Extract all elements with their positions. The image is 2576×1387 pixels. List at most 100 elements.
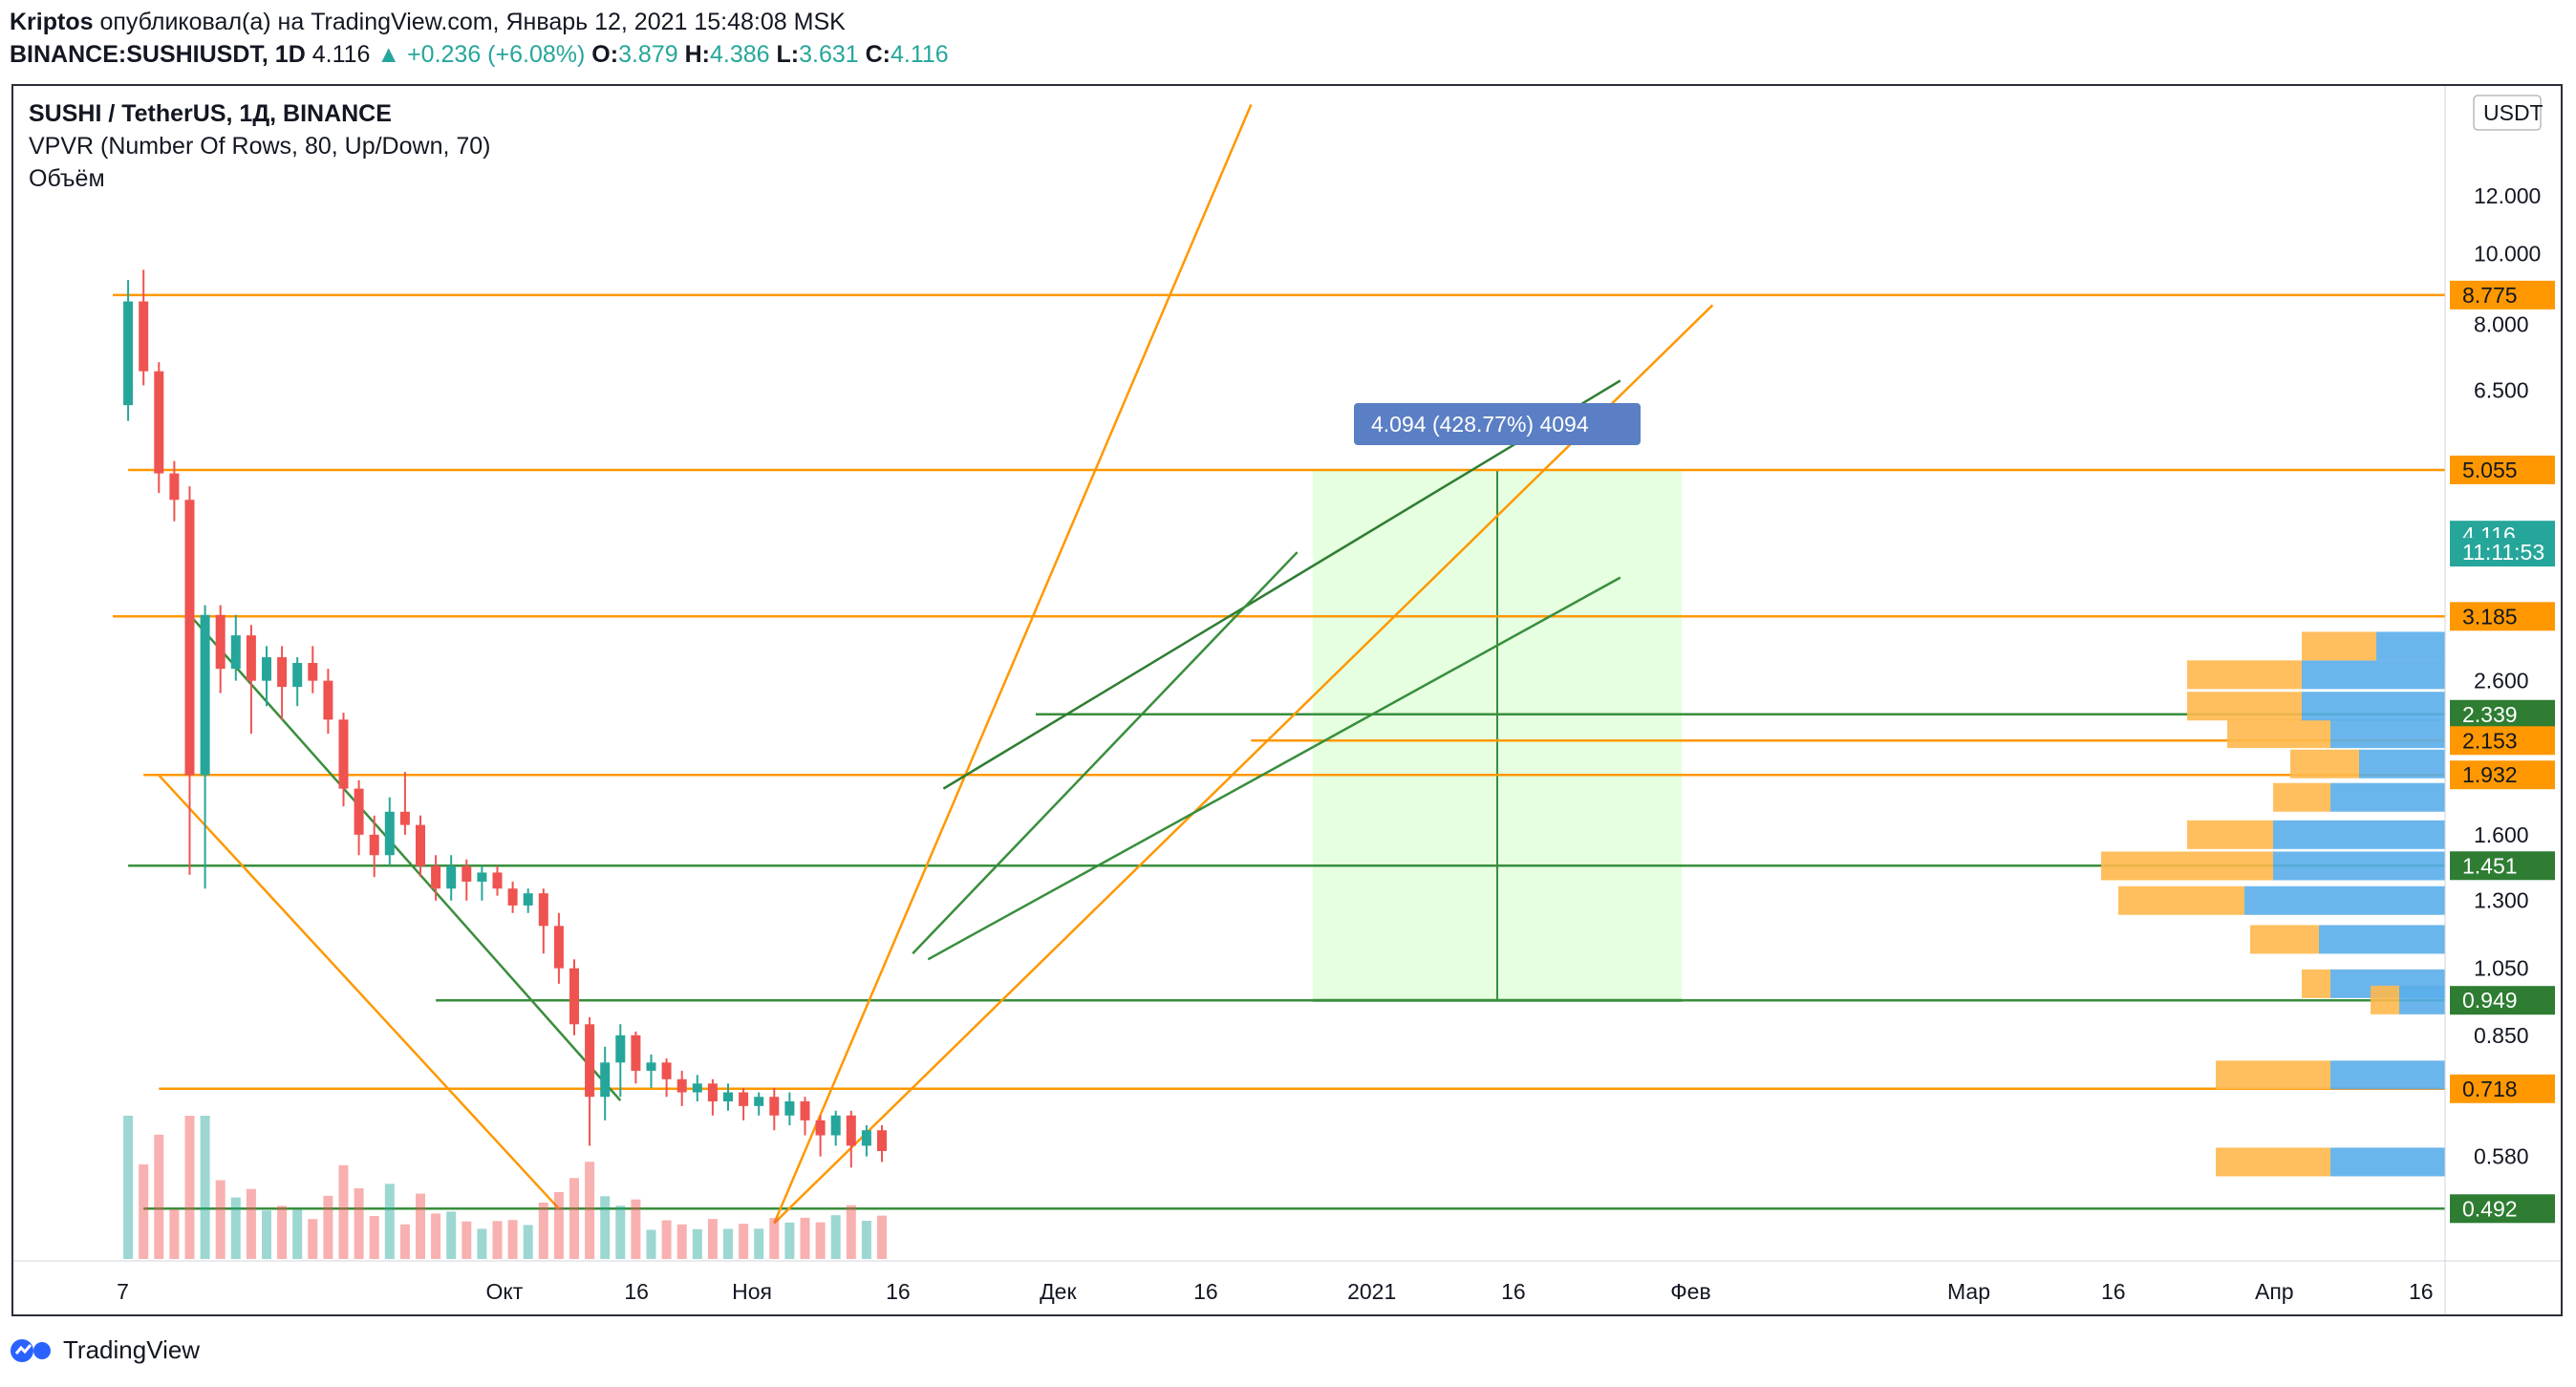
high-label: H: bbox=[684, 41, 710, 68]
candle-body bbox=[384, 811, 395, 856]
trend-line bbox=[912, 551, 1299, 955]
vpvr-bar bbox=[2302, 969, 2330, 998]
y-tick-label: 10.000 bbox=[2474, 241, 2541, 266]
candle-body bbox=[723, 1092, 733, 1102]
brand-name: TradingView bbox=[63, 1335, 201, 1364]
y-tick-label: 1.300 bbox=[2474, 888, 2529, 913]
vpvr-bar bbox=[2330, 1147, 2445, 1177]
price-tag-label: 8.775 bbox=[2462, 283, 2518, 308]
candle-body bbox=[600, 1062, 611, 1098]
price-tag bbox=[2450, 726, 2555, 756]
volume-bar bbox=[123, 1116, 134, 1259]
chart-frame[interactable]: 12.000 10.000 8.000 6.500 2.600 1.600 1.300 1.0… bbox=[11, 84, 2563, 1316]
price-tag bbox=[2450, 851, 2555, 881]
measure-tooltip bbox=[1354, 402, 1641, 445]
vpvr-bar bbox=[2216, 1147, 2330, 1177]
candle-body bbox=[661, 1062, 672, 1079]
candle-body bbox=[262, 657, 271, 681]
volume-bar bbox=[446, 1211, 457, 1259]
volume-bar bbox=[830, 1215, 841, 1259]
trend-line bbox=[188, 613, 622, 1101]
candle-body bbox=[676, 1078, 687, 1093]
volume-bar bbox=[338, 1164, 349, 1259]
candle-body bbox=[200, 614, 210, 776]
candle-body bbox=[615, 1035, 626, 1063]
author-name[interactable]: Kriptos bbox=[10, 9, 94, 35]
last-price: 4.116 bbox=[311, 41, 371, 68]
candle-body bbox=[646, 1062, 656, 1071]
candle-body bbox=[431, 865, 441, 889]
price-tag-label: 0.949 bbox=[2462, 988, 2518, 1013]
published-text: опубликовал(а) на TradingView.com, Январ… bbox=[99, 9, 846, 35]
volume-bar bbox=[139, 1163, 149, 1259]
price-tag bbox=[2450, 1074, 2555, 1103]
candle-body bbox=[692, 1083, 702, 1093]
currency-label: USDT bbox=[2483, 100, 2544, 125]
symbol-label[interactable]: BINANCE:SUSHIUSDT, 1D bbox=[10, 41, 306, 68]
volume-bar bbox=[769, 1218, 780, 1259]
volume-bar bbox=[846, 1205, 856, 1259]
candle-body bbox=[292, 663, 303, 688]
candle-body bbox=[861, 1130, 871, 1146]
y-tick-label: 8.000 bbox=[2474, 312, 2529, 337]
volume-bar bbox=[215, 1180, 225, 1259]
tradingview-logo-icon bbox=[11, 1338, 51, 1362]
trend-line bbox=[927, 576, 1621, 961]
candle-body bbox=[877, 1130, 887, 1151]
y-tick-label: 2.600 bbox=[2474, 669, 2529, 694]
price-tag bbox=[2450, 1194, 2555, 1224]
candle-body bbox=[830, 1115, 841, 1136]
volume-bar bbox=[707, 1219, 718, 1259]
vpvr-bar bbox=[2371, 985, 2399, 1014]
vpvr-bar bbox=[2101, 851, 2273, 881]
legend-vpvr[interactable]: VPVR (Number Of Rows, 80, Up/Down, 70) bbox=[29, 133, 491, 160]
x-tick-label: Ноя bbox=[732, 1279, 772, 1304]
vpvr-bar bbox=[2319, 925, 2445, 954]
candle-body bbox=[215, 614, 225, 670]
volume-bar bbox=[739, 1224, 749, 1259]
volume-bar bbox=[323, 1195, 333, 1259]
volume-bar bbox=[585, 1162, 595, 1259]
volume-bar bbox=[553, 1192, 564, 1259]
trend-line bbox=[773, 304, 1714, 1225]
x-tick-label: 16 bbox=[624, 1279, 649, 1304]
candle-body bbox=[399, 811, 410, 825]
y-tick-label: 6.500 bbox=[2474, 377, 2529, 402]
volume-bar bbox=[369, 1216, 379, 1259]
volume-bar bbox=[354, 1187, 364, 1259]
candle-body bbox=[323, 680, 333, 720]
vpvr-bar bbox=[2273, 820, 2445, 849]
vpvr-bar bbox=[2376, 631, 2445, 661]
candle-body bbox=[369, 834, 379, 856]
low-label: L: bbox=[776, 41, 800, 68]
volume-bar bbox=[200, 1116, 210, 1259]
volume-bar bbox=[262, 1210, 271, 1259]
price-change: ▲ +0.236 (+6.08%) bbox=[376, 41, 586, 68]
volume-bar bbox=[477, 1228, 487, 1259]
volume-bar bbox=[416, 1193, 425, 1259]
open-label: O: bbox=[591, 41, 619, 68]
vpvr-bar bbox=[2273, 782, 2330, 812]
candle-body bbox=[538, 893, 548, 927]
volume-bar bbox=[877, 1215, 887, 1259]
y-tick-label: 1.050 bbox=[2474, 956, 2529, 981]
footer-branding[interactable]: TradingView bbox=[10, 1335, 200, 1365]
vpvr-bar bbox=[2359, 749, 2445, 779]
candle-body bbox=[492, 872, 503, 889]
x-tick-label: 16 bbox=[2101, 1279, 2126, 1304]
volume-bar bbox=[462, 1221, 472, 1259]
candle-body bbox=[446, 865, 457, 889]
price-chart[interactable]: 12.000 10.000 8.000 6.500 2.600 1.600 1.300 1.0… bbox=[13, 86, 2561, 1314]
x-tick-label: 16 bbox=[1193, 1279, 1218, 1304]
legend-title[interactable]: SUSHI / TetherUS, 1Д, BINANCE bbox=[29, 100, 392, 127]
candle-body bbox=[585, 1024, 595, 1098]
volume-bar bbox=[277, 1206, 288, 1259]
candle-body bbox=[246, 635, 256, 681]
candle-body bbox=[631, 1035, 641, 1071]
trend-line bbox=[773, 103, 1253, 1224]
price-tag-label: 3.185 bbox=[2462, 604, 2518, 629]
legend-volume[interactable]: Объём bbox=[29, 165, 105, 192]
volume-bar bbox=[569, 1178, 579, 1259]
candle-body bbox=[169, 473, 180, 501]
price-tag-label: 11:11:53 bbox=[2462, 540, 2544, 565]
